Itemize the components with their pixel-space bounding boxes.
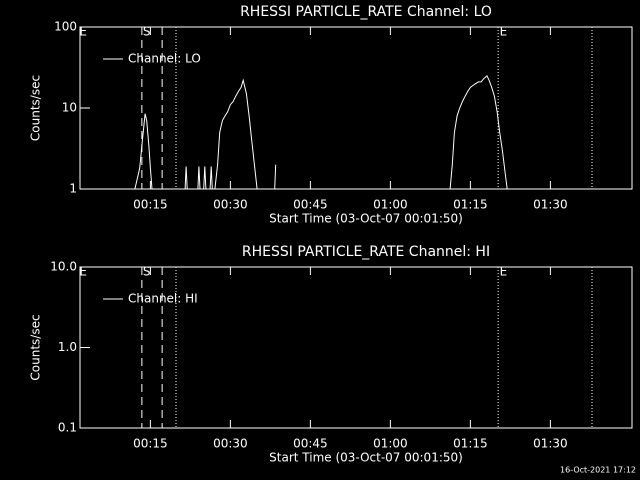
y-tick-label: 1	[69, 182, 77, 196]
x-tick-label: 01:15	[453, 437, 488, 451]
chart-title: RHESSI PARTICLE_RATE Channel: LO	[240, 4, 492, 20]
x-tick-label: 00:45	[293, 198, 328, 212]
x-tick-label: 01:30	[533, 437, 568, 451]
legend-label: Channel: LO	[128, 52, 201, 66]
y-axis-label: Counts/sec	[29, 75, 43, 141]
y-tick-label: 1.0	[58, 340, 77, 354]
y-tick-label: 10.0	[50, 260, 77, 274]
x-tick-label: 00:30	[213, 198, 248, 212]
annotation: E	[500, 25, 508, 39]
y-tick-label: 10	[62, 101, 77, 115]
x-tick-label: 01:15	[453, 198, 488, 212]
x-tick-label: 00:45	[293, 437, 328, 451]
x-tick-label: 00:15	[133, 198, 168, 212]
annotation: E	[79, 265, 87, 279]
x-tick-label: 01:00	[373, 437, 408, 451]
annotation: S	[143, 25, 151, 39]
x-tick-label: 00:15	[133, 437, 168, 451]
y-axis-label: Counts/sec	[29, 314, 43, 380]
x-axis-label: Start Time (03-Oct-07 00:01:50)	[269, 212, 463, 226]
x-tick-label: 01:30	[533, 198, 568, 212]
x-tick-label: 00:30	[213, 437, 248, 451]
x-axis-label: Start Time (03-Oct-07 00:01:50)	[269, 451, 463, 465]
annotation: E	[79, 25, 87, 39]
footer: 16-Oct-2021 17:12	[560, 466, 636, 475]
chart-title: RHESSI PARTICLE_RATE Channel: HI	[242, 244, 490, 260]
x-tick-label: 01:00	[373, 198, 408, 212]
annotation: S	[143, 265, 151, 279]
y-tick-label: 100	[54, 20, 77, 34]
y-tick-label: 0.1	[58, 421, 77, 435]
annotation: E	[500, 265, 508, 279]
data-line	[134, 74, 508, 189]
legend-label: Channel: HI	[128, 292, 198, 306]
